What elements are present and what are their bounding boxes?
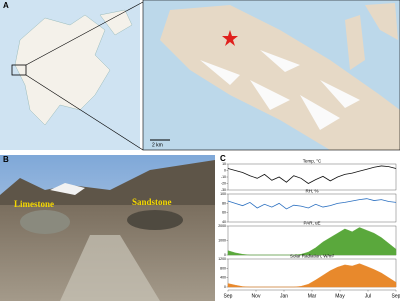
y-tick-label: 0 [224, 168, 226, 172]
line [227, 198, 397, 210]
annotation: Sandstone [132, 197, 172, 207]
x-tick-label: Nov [252, 293, 261, 299]
y-tick-label: 800 [220, 266, 226, 270]
y-tick-label: 80 [222, 201, 226, 205]
scale-bar-label: 2 km [152, 142, 163, 148]
panel-label: A [3, 1, 9, 10]
y-tick-label: 0 [224, 285, 226, 289]
x-tick-label: Jul [365, 293, 371, 299]
x-tick-label: May [335, 293, 345, 299]
plot-frame [227, 193, 397, 223]
annotation: Limestone [14, 199, 54, 209]
y-tick-label: -10 [221, 175, 226, 179]
y-tick-label: 10 [222, 162, 226, 166]
x-tick-label: Sep [224, 293, 233, 299]
panel-label: B [3, 155, 9, 164]
y-tick-label: 1000 [218, 238, 226, 242]
chart-title: RH, % [305, 189, 318, 194]
chart-title: Solar Radiation, W/m² [290, 254, 335, 259]
y-tick-label: 60 [222, 211, 226, 215]
area [227, 263, 397, 288]
overview-map [0, 0, 140, 150]
y-tick-label: 40 [222, 220, 226, 224]
y-tick-label: 100 [220, 192, 226, 196]
y-tick-label: 400 [220, 276, 226, 280]
chart-title: PAR, uE [304, 221, 321, 226]
area [227, 227, 397, 256]
y-tick-label: -30 [221, 188, 226, 192]
chart-title: Temp, °C [303, 159, 322, 164]
y-tick-label: 1200 [218, 257, 226, 261]
photo [0, 155, 215, 301]
y-tick-label: 0 [224, 253, 226, 257]
x-tick-label: Sep [392, 293, 400, 299]
y-tick-label: -20 [221, 181, 226, 185]
zoom-map [142, 0, 400, 151]
x-tick-label: Mar [308, 293, 317, 299]
y-tick-label: 2000 [218, 224, 226, 228]
line [227, 165, 397, 184]
x-tick-label: Jan [280, 293, 288, 299]
panel-label: C [220, 154, 226, 163]
